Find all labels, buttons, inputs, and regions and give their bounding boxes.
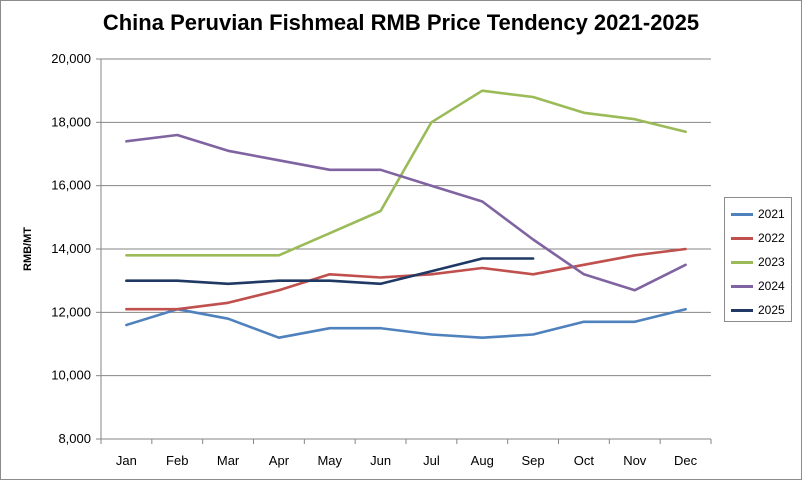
legend-swatch: [731, 236, 753, 240]
legend-swatch: [731, 284, 753, 288]
y-tick-label: 18,000: [51, 114, 91, 129]
legend-item: 2021: [731, 206, 785, 222]
x-tick-label: Jun: [370, 453, 391, 468]
series-line-2025: [125, 257, 535, 286]
legend-label: 2023: [758, 255, 785, 269]
y-axis-label: RMB/MT: [22, 227, 34, 271]
x-tick-label: Feb: [166, 453, 188, 468]
x-tick-label: May: [317, 453, 342, 468]
x-tick-label: Dec: [674, 453, 698, 468]
gridlines: [96, 58, 712, 444]
series-line-2023: [125, 89, 687, 257]
legend-item: 2024: [731, 278, 785, 294]
chart-title: China Peruvian Fishmeal RMB Price Tenden…: [102, 10, 700, 35]
x-axis-ticks: Jan Feb Mar Apr May Jun Jul Aug Sep Oct Nov Dec: [116, 453, 698, 468]
x-tick-label: Oct: [574, 453, 595, 468]
legend-item: 2023: [731, 254, 785, 270]
series-line-2021: [125, 307, 687, 339]
x-tick-label: Nov: [623, 453, 647, 468]
y-axis-ticks: 8,000 10,000 12,000 14,000 16,000 18,000 20,00…: [51, 51, 91, 446]
legend-swatch: [731, 308, 753, 312]
legend-swatch: [731, 212, 753, 216]
x-tick-label: Sep: [522, 453, 545, 468]
legend-label: 2025: [758, 303, 785, 317]
legend-item: 2022: [731, 230, 785, 246]
y-tick-label: 12,000: [51, 304, 91, 319]
series-line-2022: [125, 247, 687, 311]
legend-item: 2025: [731, 302, 785, 318]
y-tick-label: 14,000: [51, 241, 91, 256]
series-line-2024: [125, 133, 687, 292]
legend-label: 2024: [758, 279, 785, 293]
x-tick-label: Aug: [471, 453, 494, 468]
legend-swatch: [731, 260, 753, 264]
legend-label: 2021: [758, 207, 785, 221]
x-tick-label: Mar: [217, 453, 240, 468]
y-tick-label: 8,000: [58, 431, 91, 446]
x-tick-label: Apr: [269, 453, 290, 468]
x-tick-label: Jan: [116, 453, 137, 468]
series-lines: [125, 89, 687, 339]
x-tick-label: Jul: [423, 453, 440, 468]
legend-label: 2022: [758, 231, 785, 245]
legend: 2021 2022 2023 2024 2025: [724, 197, 792, 322]
y-tick-label: 16,000: [51, 178, 91, 193]
y-tick-label: 20,000: [51, 51, 91, 66]
y-tick-label: 10,000: [51, 368, 91, 383]
